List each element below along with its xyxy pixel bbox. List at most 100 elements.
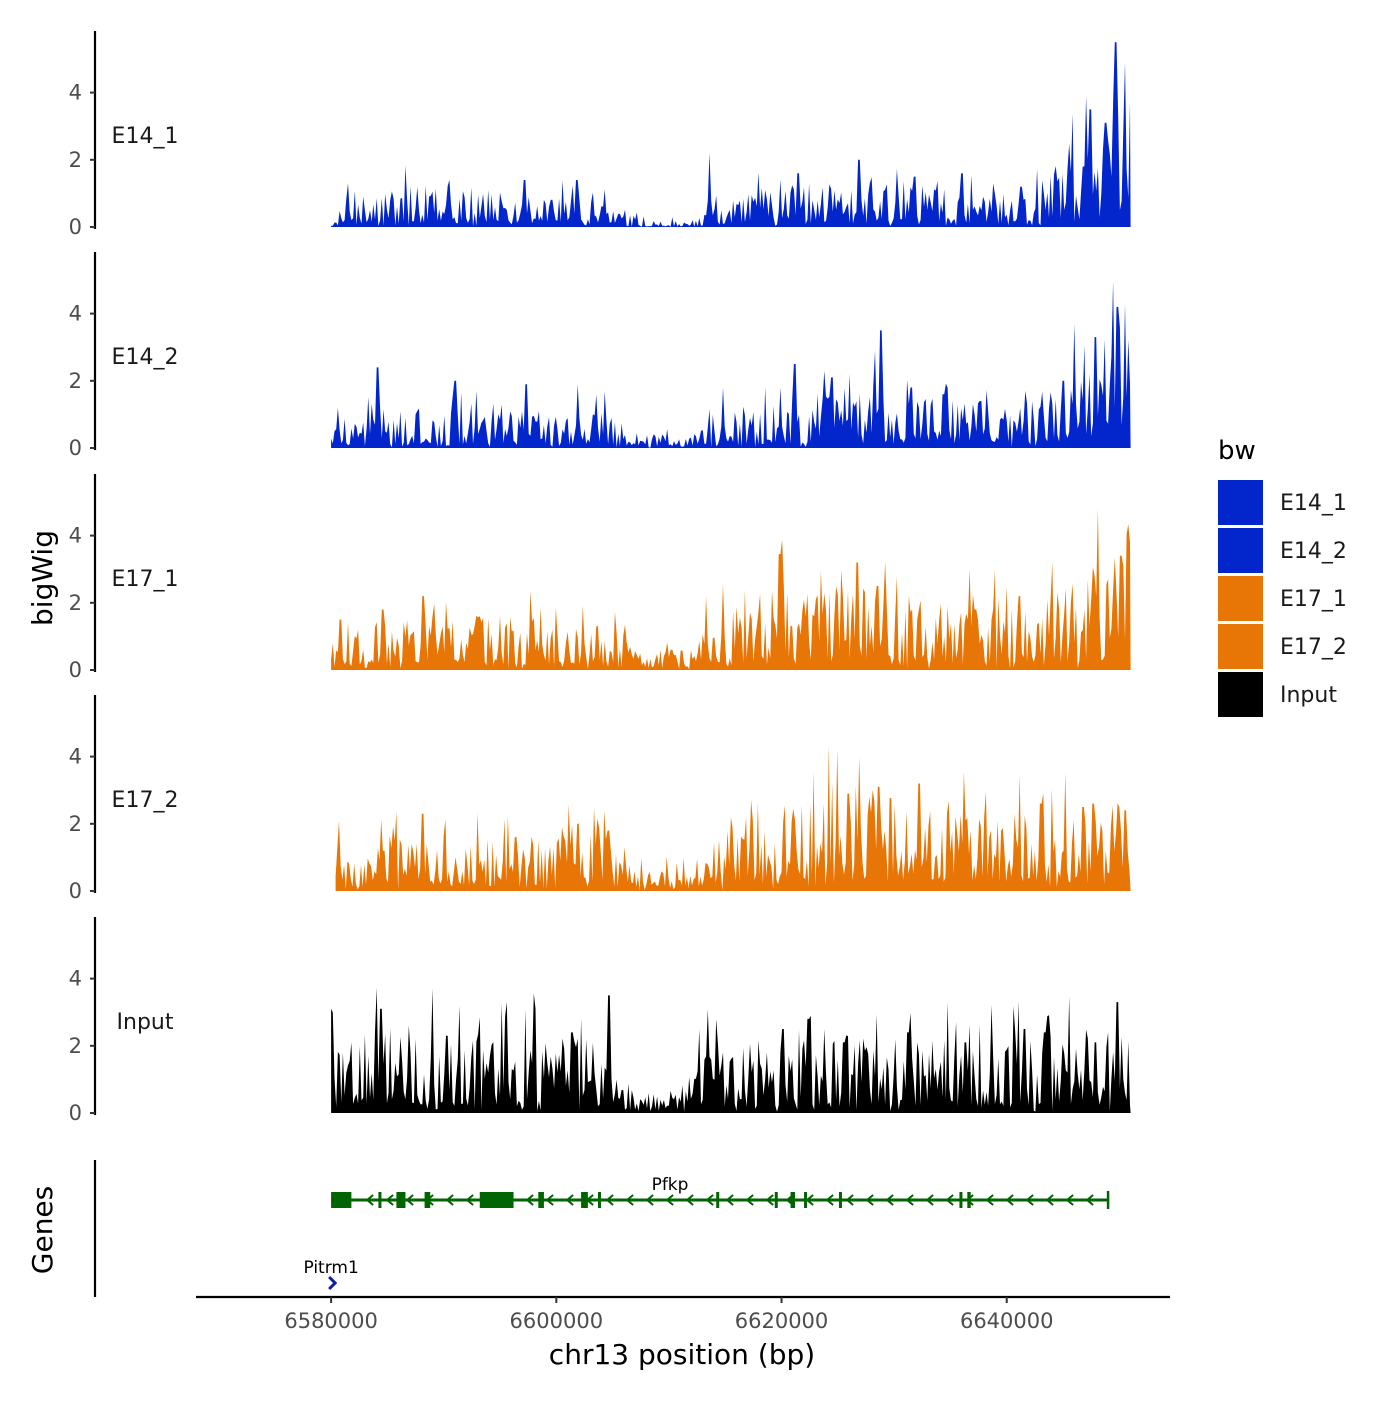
exon [597,1192,601,1208]
strand-arrow [805,1194,814,1206]
legend-key-E17_2 [1218,624,1263,669]
y-tick-label: 0 [69,879,82,903]
strand-arrow [1085,1194,1094,1206]
x-tick-label: 6600000 [510,1309,604,1333]
y-tick-label: 0 [69,658,82,682]
legend-label: Input [1280,683,1337,708]
gene-Pitrm1: Pitrm1 [303,1258,359,1291]
strand-arrow [765,1194,774,1206]
y-tick-label: 4 [69,81,82,105]
strand-arrow [685,1194,694,1206]
strand-arrow [645,1194,654,1206]
strand-arrow [565,1194,574,1206]
exon [967,1192,971,1208]
y-tick-label: 0 [69,1101,82,1125]
track-label: E14_1 [112,124,179,149]
strand-arrow [465,1194,474,1206]
coverage-area-Input [331,987,1131,1113]
y-tick-label: 2 [69,369,82,393]
exon [538,1192,544,1208]
track-label: E17_2 [112,788,179,813]
x-axis-title: chr13 position (bp) [549,1338,815,1371]
exon [479,1192,514,1208]
strand-arrow [365,1194,374,1206]
legend-label: E17_1 [1280,587,1347,612]
track-label: E14_2 [112,345,179,370]
coverage-area-E17_2 [335,745,1131,891]
strand-arrow [1065,1194,1074,1206]
gene-track: Pfkp Pitrm1 [93,1160,1110,1297]
strand-arrow [445,1194,454,1206]
strand-arrow [1005,1194,1014,1206]
exon [331,1192,352,1208]
y-tick-label: 0 [69,436,82,460]
coverage-tracks: 0 2 4 E14_1 0 2 4 E14_2 0 2 4 E17_1 0 2 4 E17_2 0 2 4 Input [69,31,1131,1125]
gene-Pfkp: Pfkp [331,1175,1110,1209]
legend-key-E14_2 [1218,528,1263,573]
track-label: Input [117,1010,174,1035]
x-tick-label: 6640000 [960,1309,1054,1333]
strand-arrow [885,1194,894,1206]
exon [804,1192,808,1208]
strand-arrow [665,1194,674,1206]
exon [424,1192,431,1208]
exon [838,1192,842,1208]
legend-key-E14_1 [1218,480,1263,525]
coverage-area-E14_2 [331,280,1131,448]
strand-arrow [725,1194,734,1206]
y-tick-label: 2 [69,812,82,836]
exon [716,1192,720,1208]
strand-arrow [705,1194,714,1206]
legend-label: E14_2 [1280,539,1347,564]
strand-arrow [1045,1194,1054,1206]
strand-arrow [845,1194,854,1206]
y-tick-label: 2 [69,1034,82,1058]
gene-label: Pitrm1 [303,1258,358,1278]
strand-arrow [965,1194,974,1206]
genes-axis-title: Genes [26,1186,59,1274]
y-axis-title: bigWig [26,530,59,626]
exon [790,1192,796,1208]
track-E17_2: 0 2 4 E17_2 [69,695,1131,903]
y-tick-label: 2 [69,148,82,172]
track-E14_2: 0 2 4 E14_2 [69,252,1131,460]
strand-arrow [985,1194,994,1206]
exon [581,1192,588,1208]
track-E14_1: 0 2 4 E14_1 [69,31,1131,239]
strand-arrow [925,1194,934,1206]
track-Input: 0 2 4 Input [69,917,1131,1125]
y-tick-label: 4 [69,745,82,769]
strand-arrow [825,1194,834,1206]
strand-arrow [1025,1194,1034,1206]
exon [396,1192,406,1208]
gene-label: Pfkp [652,1175,689,1195]
gene-marker [328,1275,338,1291]
legend-key-Input [1218,672,1263,717]
coverage-area-E17_1 [331,508,1131,670]
track-E17_1: 0 2 4 E17_1 [69,474,1131,682]
strand-arrow [545,1194,554,1206]
legend-key-E17_1 [1218,576,1263,621]
x-tick-label: 6580000 [284,1309,378,1333]
y-tick-label: 4 [69,302,82,326]
legend-label: E17_2 [1280,635,1347,660]
x-tick-label: 6620000 [735,1309,829,1333]
strand-arrow [945,1194,954,1206]
strand-arrow [405,1194,414,1206]
strand-arrow [745,1194,754,1206]
y-tick-label: 4 [69,524,82,548]
exon [378,1192,382,1208]
legend-title: bw [1218,436,1256,466]
strand-arrow [605,1194,614,1206]
strand-arrow [525,1194,534,1206]
strand-arrow [905,1194,914,1206]
strand-arrow [865,1194,874,1206]
legend: bw E14_1 E14_2 E17_1 E17_2 Input [1218,436,1347,717]
exon [774,1192,778,1208]
exon [959,1192,963,1208]
y-tick-label: 0 [69,215,82,239]
strand-arrow [625,1194,634,1206]
x-axis: 6580000 6600000 6620000 6640000 [196,1295,1170,1333]
legend-label: E14_1 [1280,491,1347,516]
